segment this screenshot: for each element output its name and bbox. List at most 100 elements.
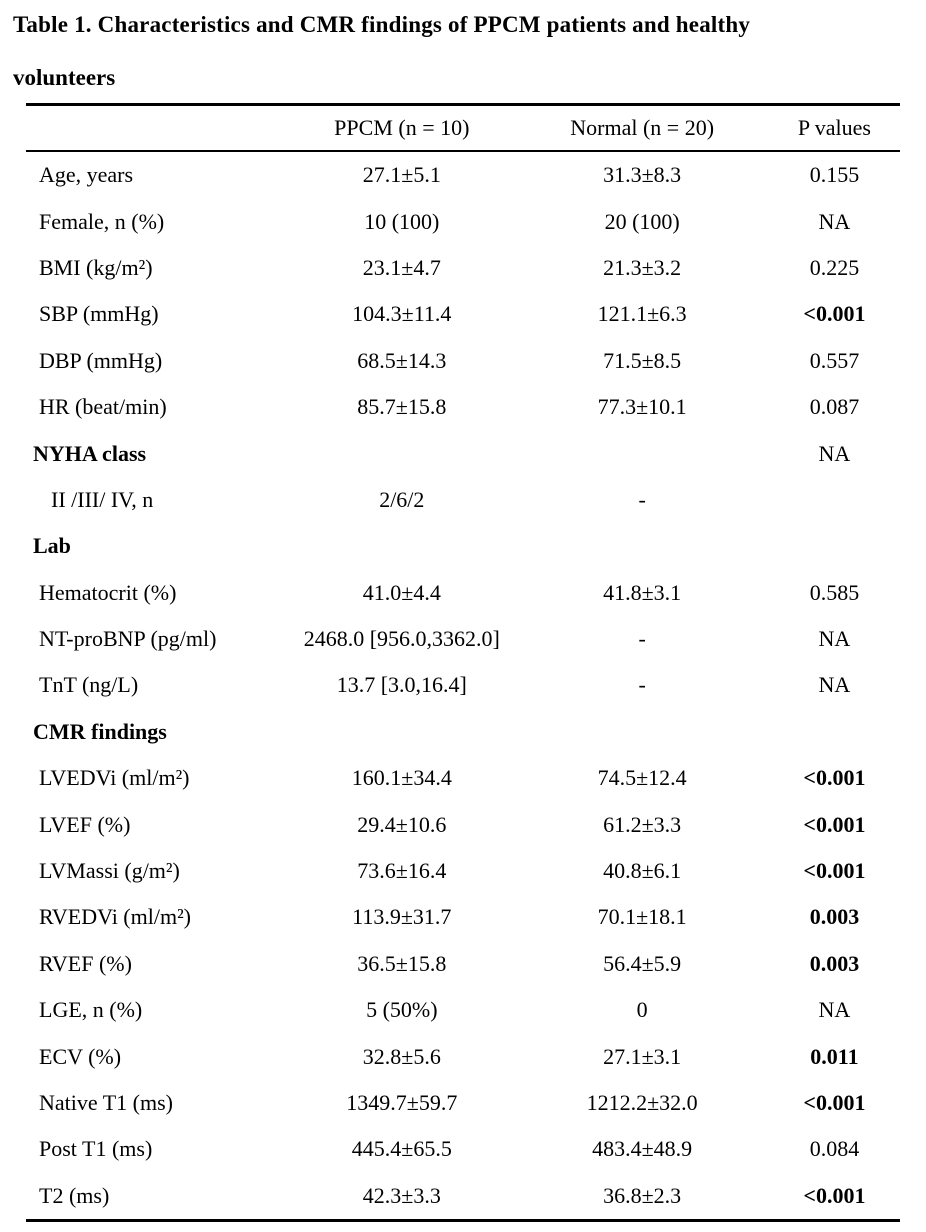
pvalue-cell: <0.001 <box>803 765 866 791</box>
row-label-cell: LVEDVi (ml/m²) <box>39 765 190 791</box>
row-label-cell: NT-proBNP (pg/ml) <box>39 626 217 652</box>
table-row: II /III/ IV, n 2/6/2 - <box>26 477 900 523</box>
pvalue-cell: 0.557 <box>809 347 860 373</box>
ppcm-value-cell: 104.3±11.4 <box>352 301 452 327</box>
table-row: DBP (mmHg) 68.5±14.3 71.5±8.5 0.557 <box>26 338 900 384</box>
pvalue-cell: <0.001 <box>803 811 866 837</box>
row-label-cell: T2 (ms) <box>39 1182 110 1208</box>
table-row: NT-proBNP (pg/ml) 2468.0 [956.0,3362.0] - N… <box>26 616 900 662</box>
header-ppcm-cell: PPCM (n = 10) <box>334 115 470 140</box>
pvalue-cell <box>769 709 900 755</box>
ppcm-value-cell: 27.1±5.1 <box>362 162 441 188</box>
normal-value-cell <box>515 523 768 569</box>
normal-value-cell: 21.3±3.2 <box>603 254 682 280</box>
pvalue-cell: 0.155 <box>809 162 860 188</box>
table-row: Lab <box>26 523 900 569</box>
pvalue-cell <box>769 523 900 569</box>
pvalue-cell: <0.001 <box>803 1090 866 1115</box>
table-header-row: PPCM (n = 10) Normal (n = 20) P values <box>26 105 900 152</box>
normal-value-cell: 74.5±12.4 <box>597 765 687 791</box>
normal-value-cell: 70.1±18.1 <box>597 904 687 930</box>
row-label-cell: LVMassi (g/m²) <box>39 858 180 884</box>
ppcm-value-cell: 113.9±31.7 <box>352 904 452 930</box>
row-label-cell: SBP (mmHg) <box>39 301 159 327</box>
row-label-cell: II /III/ IV, n <box>51 486 154 512</box>
ppcm-value-cell: 32.8±5.6 <box>362 1043 441 1069</box>
table-row: RVEF (%) 36.5±15.8 56.4±5.9 0.003 <box>26 941 900 987</box>
table-row: Native T1 (ms) 1349.7±59.7 1212.2±32.0 <0.0… <box>26 1080 900 1126</box>
table-row: SBP (mmHg) 104.3±11.4 121.1±6.3 <0.001 <box>26 291 900 337</box>
row-label-cell: Lab <box>33 533 71 559</box>
ppcm-value-cell: 13.7 [3.0,16.4] <box>336 672 467 698</box>
row-label-cell: Age, years <box>39 162 134 188</box>
normal-value-cell: 71.5±8.5 <box>603 347 682 373</box>
row-label-cell: ECV (%) <box>39 1043 122 1069</box>
ppcm-value-cell <box>288 523 515 569</box>
ppcm-value-cell: 2/6/2 <box>379 486 425 512</box>
normal-value-cell: 31.3±8.3 <box>603 162 682 188</box>
normal-value-cell: 36.8±2.3 <box>603 1182 682 1208</box>
ppcm-value-cell: 445.4±65.5 <box>351 1136 452 1162</box>
ppcm-value-cell: 41.0±4.4 <box>362 579 441 605</box>
header-normal-cell: Normal (n = 20) <box>570 115 715 140</box>
row-label-cell: NYHA class <box>33 440 147 466</box>
pvalue-cell: 0.087 <box>809 394 860 420</box>
table-row: T2 (ms) 42.3±3.3 36.8±2.3 <0.001 <box>26 1173 900 1221</box>
table-title-line1: Table 1. Characteristics and CMR finding… <box>13 12 751 37</box>
pvalue-cell: <0.001 <box>803 301 866 327</box>
normal-value-cell: - <box>638 672 646 698</box>
row-label-cell: Hematocrit (%) <box>39 579 177 605</box>
normal-value-cell: 61.2±3.3 <box>603 811 682 837</box>
pvalue-cell: NA <box>818 997 851 1023</box>
row-label-cell: TnT (ng/L) <box>39 672 139 698</box>
pvalue-cell: <0.001 <box>803 858 866 884</box>
ppcm-value-cell: 73.6±16.4 <box>357 858 447 884</box>
normal-value-cell: 56.4±5.9 <box>603 950 682 976</box>
row-label-cell: RVEF (%) <box>39 950 132 976</box>
table-row: LVEF (%) 29.4±10.6 61.2±3.3 <0.001 <box>26 801 900 847</box>
normal-value-cell: 40.8±6.1 <box>603 858 682 884</box>
row-label-cell: RVEDVi (ml/m²) <box>39 904 192 930</box>
ppcm-value-cell: 42.3±3.3 <box>362 1182 441 1208</box>
table-row: Post T1 (ms) 445.4±65.5 483.4±48.9 0.084 <box>26 1126 900 1172</box>
header-empty-cell <box>26 105 288 152</box>
table-row: TnT (ng/L) 13.7 [3.0,16.4] - NA <box>26 662 900 708</box>
header-pvalues-cell: P values <box>797 115 871 140</box>
table-row: Age, years 27.1±5.1 31.3±8.3 0.155 <box>26 151 900 198</box>
table-body: Age, years 27.1±5.1 31.3±8.3 0.155 Female, n… <box>26 151 900 1220</box>
row-label-cell: DBP (mmHg) <box>39 347 163 373</box>
pvalue-cell: 0.225 <box>809 254 860 280</box>
pvalue-cell: 0.003 <box>809 950 860 976</box>
normal-value-cell: - <box>638 626 646 652</box>
pvalue-cell: 0.084 <box>809 1136 860 1162</box>
normal-value-cell: 483.4±48.9 <box>592 1136 693 1162</box>
table-row: ECV (%) 32.8±5.6 27.1±3.1 0.011 <box>26 1033 900 1079</box>
pvalue-cell: 0.011 <box>810 1043 859 1069</box>
table-title-line2: volunteers <box>13 65 116 90</box>
ppcm-value-cell <box>288 430 515 476</box>
ppcm-value-cell: 29.4±10.6 <box>357 811 447 837</box>
row-label-cell: BMI (kg/m²) <box>39 254 153 280</box>
pvalue-cell: NA <box>818 208 851 234</box>
ppcm-value-cell: 85.7±15.8 <box>357 394 447 420</box>
normal-value-cell: 20 (100) <box>604 208 680 234</box>
table-row: LVMassi (g/m²) 73.6±16.4 40.8±6.1 <0.001 <box>26 848 900 894</box>
table-header: PPCM (n = 10) Normal (n = 20) P values <box>26 105 900 152</box>
ppcm-value-cell: 2468.0 [956.0,3362.0] <box>303 626 500 652</box>
table-row: Hematocrit (%) 41.0±4.4 41.8±3.1 0.585 <box>26 570 900 616</box>
normal-value-cell: 41.8±3.1 <box>603 579 682 605</box>
ppcm-value-cell: 10 (100) <box>364 208 440 234</box>
table-row: Female, n (%) 10 (100) 20 (100) NA <box>26 198 900 244</box>
pvalue-cell: 0.585 <box>809 579 860 605</box>
ppcm-value-cell: 1349.7±59.7 <box>346 1090 458 1115</box>
row-label-cell: Native T1 (ms) <box>39 1090 174 1115</box>
ppcm-value-cell: 160.1±34.4 <box>351 765 452 791</box>
table-row: HR (beat/min) 85.7±15.8 77.3±10.1 0.087 <box>26 384 900 430</box>
pvalue-cell: 0.003 <box>809 904 860 930</box>
row-label-cell: HR (beat/min) <box>39 394 167 420</box>
ppcm-value-cell: 36.5±15.8 <box>357 950 447 976</box>
row-label-cell: LGE, n (%) <box>39 997 143 1023</box>
row-label-cell: LVEF (%) <box>39 811 131 837</box>
characteristics-table: PPCM (n = 10) Normal (n = 20) P values A… <box>26 103 900 1222</box>
